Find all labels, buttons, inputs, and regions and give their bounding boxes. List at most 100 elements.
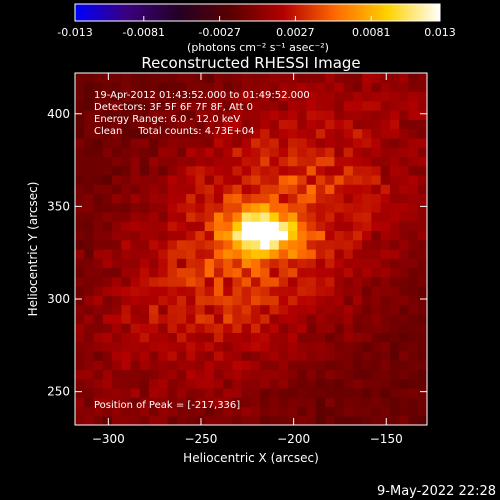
annotation-time-range: 19-Apr-2012 01:43:52.000 to 01:49:52.000 bbox=[94, 90, 310, 101]
heatmap-cell bbox=[288, 73, 298, 83]
heatmap-cell bbox=[408, 249, 419, 259]
heatmap-cell bbox=[352, 156, 363, 167]
heatmap-cell bbox=[269, 360, 280, 371]
heatmap-cell bbox=[232, 211, 243, 222]
heatmap-cell bbox=[84, 147, 95, 157]
heatmap-cell bbox=[417, 128, 427, 139]
heatmap-cell bbox=[362, 137, 373, 148]
heatmap-cell bbox=[297, 128, 308, 139]
heatmap-cell bbox=[213, 350, 224, 361]
heatmap-cell bbox=[352, 73, 363, 83]
heatmap-cell bbox=[408, 230, 419, 241]
heatmap-cell bbox=[251, 165, 261, 176]
colorbar-gradient bbox=[75, 4, 440, 21]
heatmap-cell bbox=[112, 137, 122, 148]
heatmap-cell bbox=[399, 304, 410, 315]
heatmap-cell bbox=[315, 249, 326, 259]
heatmap-cell bbox=[325, 415, 335, 425]
heatmap-cell bbox=[84, 211, 95, 222]
heatmap-cell bbox=[195, 350, 206, 361]
heatmap-cell bbox=[306, 286, 317, 296]
heatmap-cell bbox=[195, 230, 206, 241]
heatmap-cell bbox=[306, 360, 317, 371]
heatmap-cell bbox=[204, 91, 215, 102]
heatmap-cell bbox=[213, 369, 224, 380]
heatmap-cell bbox=[362, 110, 373, 120]
heatmap-cell bbox=[204, 387, 215, 398]
heatmap-cell bbox=[176, 137, 187, 148]
heatmap-cell bbox=[149, 369, 159, 380]
heatmap-cell bbox=[102, 350, 113, 361]
heatmap-cell bbox=[260, 119, 271, 130]
heatmap-cell bbox=[75, 332, 85, 343]
heatmap-cell bbox=[315, 369, 326, 380]
heatmap-cell bbox=[167, 100, 178, 111]
heatmap-cell bbox=[149, 110, 159, 120]
heatmap-cell bbox=[325, 350, 335, 361]
heatmap-cell bbox=[417, 397, 427, 408]
heatmap-cell bbox=[408, 119, 419, 130]
heatmap-cell bbox=[167, 239, 178, 250]
heatmap-cell bbox=[306, 147, 317, 157]
heatmap-cell bbox=[260, 91, 271, 102]
heatmap-cell bbox=[306, 239, 317, 250]
heatmap-cell bbox=[269, 350, 280, 361]
heatmap-cell bbox=[269, 378, 280, 389]
heatmap-cell bbox=[251, 295, 261, 306]
heatmap-cell bbox=[84, 304, 95, 315]
heatmap-cell bbox=[269, 332, 280, 343]
heatmap-cell bbox=[408, 350, 419, 361]
heatmap-cell bbox=[315, 100, 326, 111]
heatmap-cell bbox=[408, 369, 419, 380]
heatmap-cell bbox=[389, 221, 400, 232]
heatmap-cell bbox=[84, 184, 95, 195]
heatmap-cell bbox=[149, 82, 159, 93]
heatmap-cell bbox=[121, 295, 132, 306]
heatmap-cell bbox=[269, 165, 280, 176]
heatmap-cell bbox=[241, 387, 252, 398]
heatmap-cell bbox=[176, 378, 187, 389]
heatmap-cell bbox=[269, 239, 280, 250]
heatmap-cell bbox=[130, 332, 141, 343]
heatmap-cell bbox=[315, 323, 326, 333]
heatmap-cell bbox=[176, 286, 187, 296]
heatmap-cell bbox=[260, 360, 271, 371]
heatmap-cell bbox=[288, 286, 298, 296]
heatmap-cell bbox=[315, 211, 326, 222]
heatmap-cell bbox=[121, 341, 132, 352]
heatmap-cell bbox=[213, 378, 224, 389]
heatmap-cell bbox=[306, 387, 317, 398]
heatmap-cell bbox=[204, 110, 215, 120]
heatmap-cell bbox=[269, 341, 280, 352]
heatmap-cell bbox=[121, 110, 132, 120]
heatmap-cell bbox=[232, 323, 243, 333]
heatmap-cell bbox=[223, 387, 234, 398]
heatmap-cell bbox=[232, 397, 243, 408]
heatmap-cell bbox=[232, 406, 243, 417]
heatmap-cell bbox=[352, 295, 363, 306]
heatmap-cell bbox=[362, 332, 373, 343]
heatmap-cell bbox=[389, 239, 400, 250]
heatmap-cell bbox=[213, 137, 224, 148]
heatmap-cell bbox=[334, 202, 345, 213]
heatmap-cell bbox=[213, 100, 224, 111]
heatmap-cell bbox=[102, 323, 113, 333]
heatmap-cell bbox=[139, 341, 150, 352]
heatmap-cell bbox=[251, 360, 261, 371]
heatmap-cell bbox=[204, 341, 215, 352]
heatmap-cell bbox=[84, 156, 95, 167]
heatmap-cell bbox=[93, 91, 104, 102]
heatmap-cell bbox=[158, 128, 169, 139]
heatmap-cell bbox=[288, 165, 298, 176]
heatmap-cell bbox=[121, 128, 132, 139]
heatmap-cell bbox=[251, 230, 261, 241]
heatmap-cell bbox=[176, 387, 187, 398]
heatmap-cell bbox=[121, 276, 132, 287]
heatmap-cell bbox=[186, 415, 197, 425]
heatmap-cell bbox=[213, 91, 224, 102]
heatmap-cell bbox=[380, 82, 391, 93]
heatmap-cell bbox=[315, 295, 326, 306]
heatmap-cell bbox=[362, 415, 373, 425]
heatmap-cell bbox=[417, 360, 427, 371]
heatmap-cell bbox=[102, 230, 113, 241]
